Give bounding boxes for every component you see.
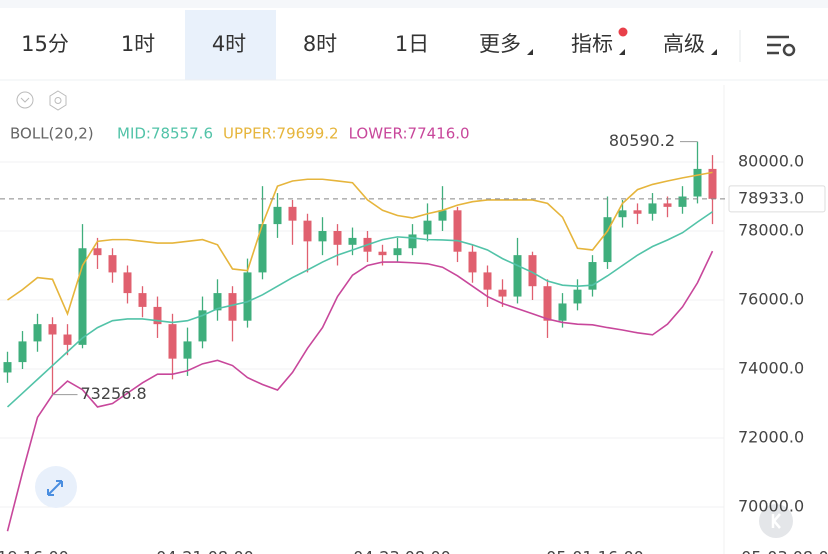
x-tick-label: 05-01 16:00 (546, 548, 644, 554)
candle-body (543, 286, 552, 321)
high-label: 80590.2 (609, 131, 675, 150)
candle-body (78, 248, 87, 345)
candle-body (168, 324, 177, 359)
x-tick-label: 04-19 16:00 (0, 548, 69, 554)
candle-body (123, 272, 132, 294)
candle-body (153, 306, 162, 325)
candle-body (603, 217, 612, 263)
tab[interactable]: 更多 (479, 32, 521, 56)
candle-body (33, 324, 42, 342)
candle-body (438, 210, 447, 221)
y-tick-label: 74000.0 (738, 359, 804, 378)
candle-body (318, 231, 327, 242)
candle-body (408, 234, 417, 249)
candle-body (273, 206, 282, 225)
y-tick-label: 78000.0 (738, 221, 804, 240)
collapse-chevron (20, 97, 30, 103)
candle-body (63, 334, 72, 345)
tab[interactable]: 4时 (212, 32, 246, 56)
scroll-end-button[interactable] (759, 504, 793, 538)
x-tick-label: 05-03 08:00 (741, 548, 828, 554)
dropdown-arrow (711, 49, 717, 55)
candle-body (588, 262, 597, 290)
low-label: 73256.8 (81, 384, 147, 403)
candle-body (528, 255, 537, 287)
candle-body (198, 310, 207, 342)
candle-body (483, 272, 492, 290)
indicator-label: BOLL(20,2) (10, 125, 94, 143)
tab[interactable]: 8时 (303, 32, 337, 56)
indicator-settings-dot (54, 97, 62, 104)
x-tick-label: 04-23 08:00 (353, 548, 451, 554)
candle-body (243, 272, 252, 321)
candle-body (288, 206, 297, 221)
candle-body (93, 248, 102, 256)
plot (0, 141, 728, 532)
current-price-label: 78933.0 (738, 188, 804, 207)
candle-body (453, 210, 462, 252)
tab[interactable]: 1日 (395, 32, 429, 56)
boll-line (7, 171, 713, 317)
candle-body (48, 324, 57, 335)
dropdown-arrow (619, 49, 625, 55)
candle-body (558, 303, 567, 321)
top-strip (0, 0, 828, 8)
candle-body (468, 251, 477, 273)
candle-body (303, 220, 312, 242)
red-dot (618, 27, 628, 37)
candle-body (648, 203, 657, 214)
candle-body (18, 341, 27, 363)
candle-body (213, 293, 222, 311)
settings-icon[interactable] (767, 35, 796, 57)
y-tick-label: 80000.0 (738, 152, 804, 171)
candle-body (3, 362, 12, 373)
boll-line (6, 211, 713, 408)
selected-tab-bg (185, 10, 276, 80)
candle-body (573, 289, 582, 304)
scroll-end-icon (771, 513, 781, 529)
candle-body (378, 251, 387, 256)
dropdown-arrow (527, 49, 533, 55)
candle-body (108, 255, 117, 273)
legend-entry: UPPER:79699.2 (223, 125, 339, 143)
tab[interactable]: 1时 (121, 32, 155, 56)
expand-icon (47, 480, 63, 496)
tab[interactable]: 指标 (571, 32, 613, 56)
candle-body (678, 196, 687, 207)
candle-body (333, 231, 342, 245)
boll-line (6, 250, 714, 532)
candle-body (693, 168, 702, 197)
legend-entry: LOWER:77416.0 (349, 125, 470, 143)
candle-body (663, 203, 672, 207)
candle-body (228, 293, 237, 321)
tab[interactable]: 高级 (663, 32, 705, 56)
candle-body (423, 220, 432, 235)
candle-body (618, 210, 627, 218)
candle-body (138, 293, 147, 307)
candle-body (498, 289, 507, 297)
tab[interactable]: 15分 (21, 32, 69, 56)
indicator-settings-icon[interactable] (49, 90, 67, 111)
y-tick-label: 76000.0 (738, 290, 804, 309)
candle-body (258, 224, 267, 273)
current-price-box (728, 185, 826, 213)
candle-body (393, 248, 402, 256)
candle-body (513, 255, 522, 297)
y-tick-label: 70000.0 (738, 497, 804, 516)
x-tick-label: 04-21 08:00 (156, 548, 254, 554)
legend-entry: MID:78557.6 (117, 125, 213, 143)
candle-body (183, 341, 192, 359)
collapse-icon[interactable] (16, 91, 34, 109)
candle-body (708, 168, 717, 199)
y-tick-label: 72000.0 (738, 428, 804, 447)
candle-body (633, 210, 642, 214)
candle-body (348, 237, 357, 245)
